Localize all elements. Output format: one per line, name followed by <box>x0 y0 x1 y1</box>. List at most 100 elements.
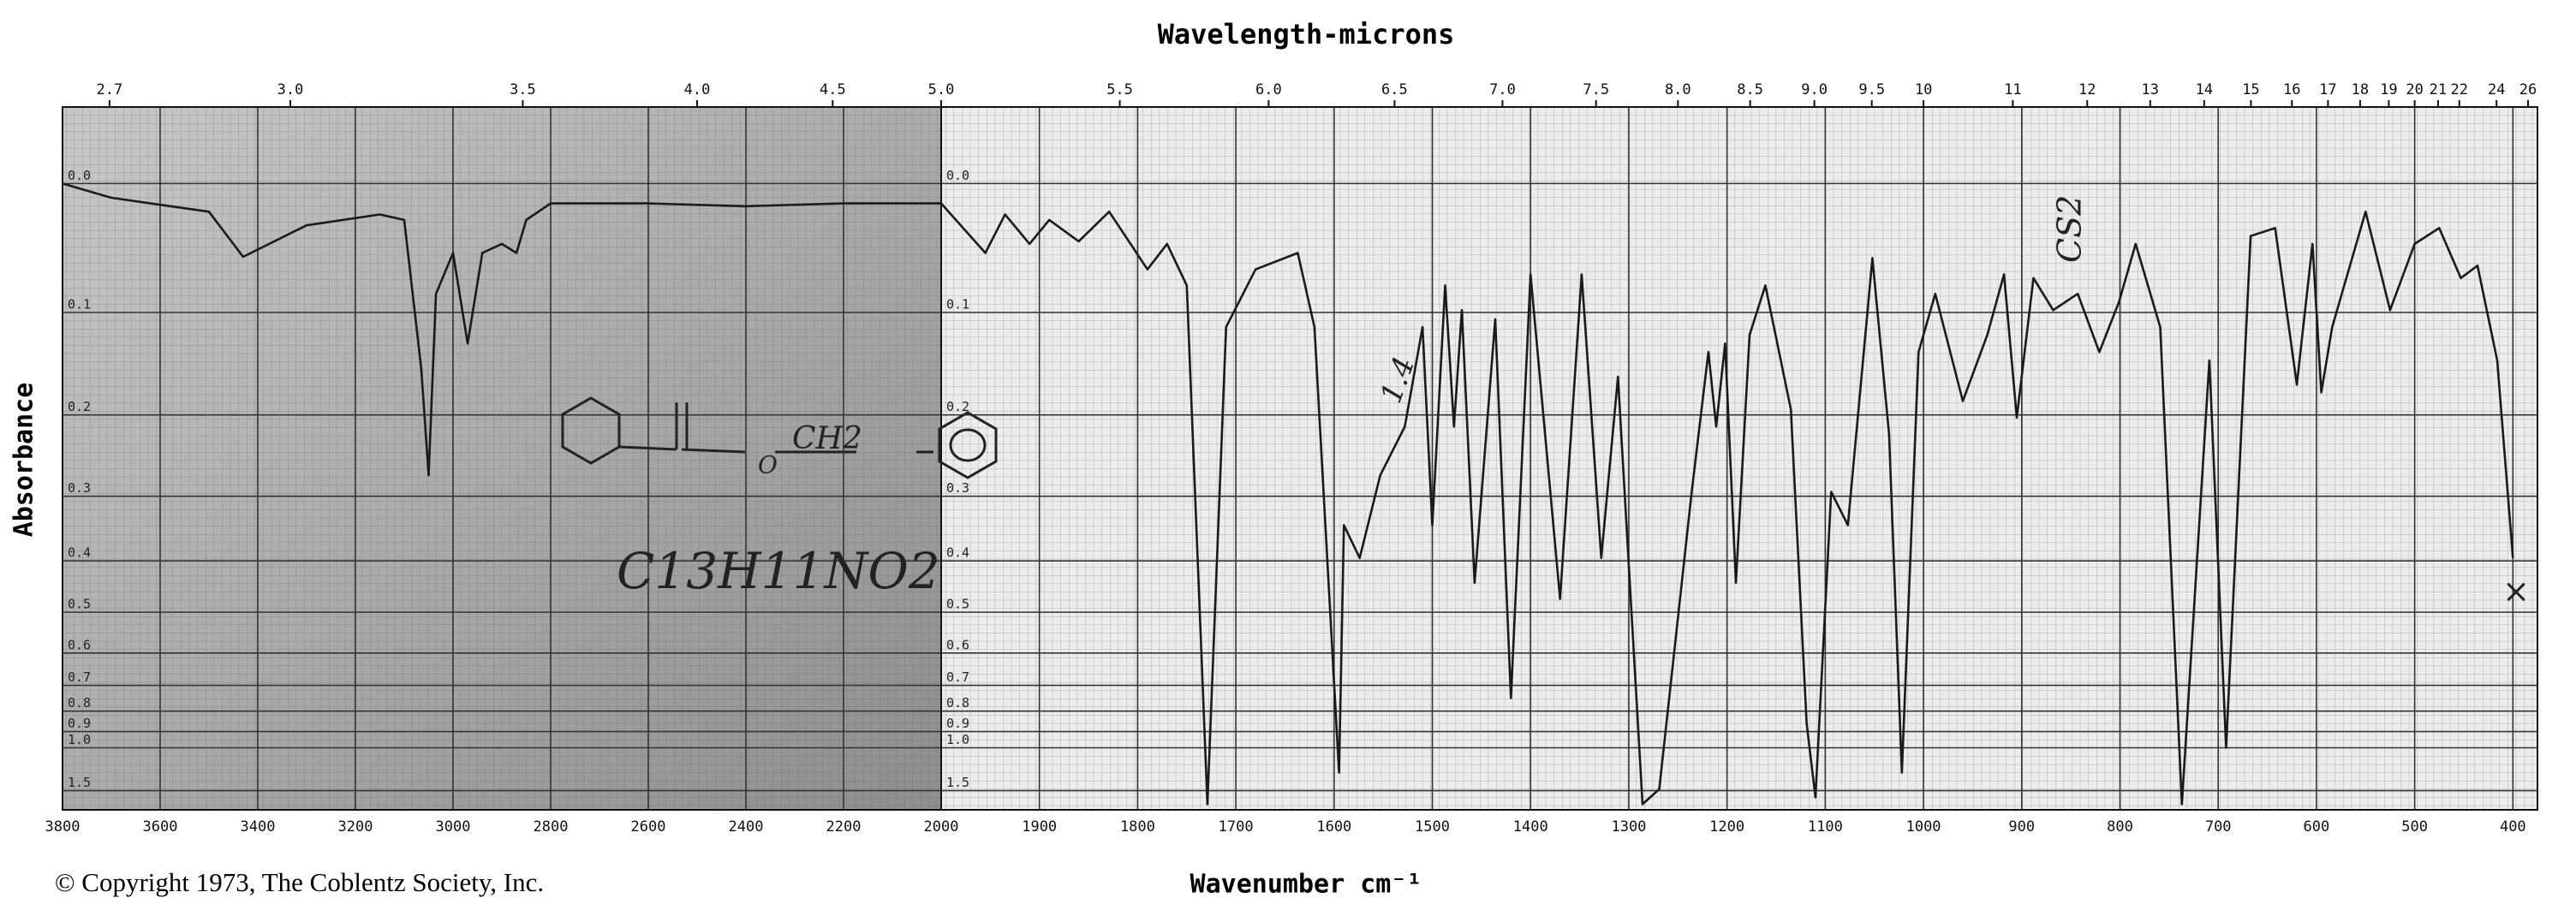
y-tick-label: 0.0 <box>68 168 91 183</box>
x-tick-label: 2200 <box>826 818 862 836</box>
top-tick-label: 10 <box>1915 81 1932 98</box>
top-tick-label: 5.5 <box>1106 81 1133 98</box>
y-tick-label: 0.6 <box>946 637 969 652</box>
y-tick-label: 0.9 <box>946 716 969 731</box>
x-axis-title: Wavenumber cm⁻¹ <box>1190 870 1422 900</box>
top-tick-label: 11 <box>2004 81 2021 98</box>
top-tick-label: 6.0 <box>1255 81 1282 98</box>
y-tick-label: 0.0 <box>946 168 969 183</box>
x-tick-label: 800 <box>2107 818 2133 836</box>
top-tick-label: 3.5 <box>510 81 536 98</box>
top-tick-label: 9.0 <box>1801 81 1828 98</box>
top-tick-label: 4.5 <box>820 81 846 98</box>
x-tick-label: 1600 <box>1316 818 1351 836</box>
top-tick-label: 5.0 <box>928 81 955 98</box>
top-tick-label: 14 <box>2196 81 2213 98</box>
y-tick-label: 0.9 <box>68 716 91 731</box>
panels: 0.00.10.20.30.40.50.60.70.80.91.01.53800… <box>45 81 2538 836</box>
x-tick-label: 2800 <box>534 818 569 836</box>
top-tick-label: 12 <box>2078 81 2096 98</box>
annotation: O <box>758 451 778 479</box>
x-tick-label: 1000 <box>1906 818 1941 836</box>
y-tick-label: 1.0 <box>68 732 91 747</box>
x-tick-label: 1100 <box>1808 818 1843 836</box>
x-tick-label: 3800 <box>45 818 80 836</box>
top-tick-label: 2.7 <box>97 81 123 98</box>
y-axis-title: Absorbance <box>9 383 39 538</box>
annotation: CS2 <box>2051 195 2089 263</box>
y-tick-label: 0.1 <box>946 296 969 312</box>
top-tick-label: 8.5 <box>1737 81 1763 98</box>
x-tick-label: 1800 <box>1120 818 1155 836</box>
y-tick-label: 0.4 <box>68 545 91 561</box>
benzene-ring <box>938 411 998 479</box>
x-tick-label: 1400 <box>1513 818 1548 836</box>
x-tick-label: 1700 <box>1219 818 1254 836</box>
y-tick-label: 0.7 <box>946 669 969 685</box>
y-tick-label: 0.5 <box>68 597 91 612</box>
x-tick-label: 2000 <box>924 818 959 836</box>
top-tick-label: 8.0 <box>1665 81 1691 98</box>
bonds <box>618 402 933 454</box>
top-tick-label: 7.0 <box>1489 81 1516 98</box>
top-tick-label: 17 <box>2319 81 2336 98</box>
copyright: © Copyright 1973, The Coblentz Society, … <box>55 867 544 897</box>
top-tick-label: 19 <box>2380 81 2397 98</box>
plot-border <box>940 106 2538 811</box>
y-tick-label: 0.8 <box>946 695 969 711</box>
top-tick-label: 6.5 <box>1381 81 1408 98</box>
spectrum-line <box>62 182 941 477</box>
y-tick-label: 0.8 <box>68 695 91 711</box>
y-tick-label: 1.0 <box>946 732 969 747</box>
x-tick-label: 3000 <box>436 818 471 836</box>
top-tick-label: 22 <box>2451 81 2468 98</box>
x-tick-label: 700 <box>2205 818 2232 836</box>
annotation: CH2 <box>792 421 862 456</box>
x-tick-label: 3400 <box>241 818 276 836</box>
x-tick-label: 1300 <box>1611 818 1646 836</box>
minor-grid <box>941 107 2537 810</box>
y-tick-label: 0.5 <box>946 597 969 612</box>
x-tick-label: 900 <box>2008 818 2035 836</box>
y-tick-label: 0.6 <box>68 637 91 652</box>
x-tick-label: 600 <box>2304 818 2330 836</box>
top-tick-label: 21 <box>2430 81 2447 98</box>
top-tick-label: 4.0 <box>684 81 711 98</box>
x-tick-label: 1900 <box>1022 818 1057 836</box>
panel: 0.0 0.1 0.2 0.3 0.4 0.5 0.6 0.7 0.8 0.91.0 1.5 1900… <box>940 81 2538 836</box>
y-tick-label: 1.5 <box>68 775 91 790</box>
y-tick-label: 0.2 <box>946 399 969 414</box>
y-tick-label: 0.3 <box>68 480 91 496</box>
annotation: × <box>2502 573 2530 610</box>
panel: 0.0 0.1 0.2 0.3 0.4 0.5 0.6 0.7 0.8 0.91.0 1.5 3800… <box>45 81 959 836</box>
x-tick-label: 1200 <box>1709 818 1744 836</box>
y-tick-label: 0.7 <box>68 669 91 685</box>
top-axis-title: Wavelength-microns <box>1158 18 1455 51</box>
x-tick-label: 2600 <box>631 818 666 836</box>
top-tick-label: 7.5 <box>1583 81 1609 98</box>
x-tick-label: 1500 <box>1415 818 1450 836</box>
y-tick-label: 0.1 <box>68 296 91 312</box>
structure-drawing <box>561 396 998 479</box>
x-tick-label: 2400 <box>729 818 764 836</box>
x-tick-label: 400 <box>2500 818 2526 836</box>
top-tick-label: 26 <box>2519 81 2537 98</box>
y-tick-label: 1.5 <box>946 775 969 790</box>
minor-grid <box>63 107 941 810</box>
top-tick-label: 24 <box>2488 81 2505 98</box>
top-tick-label: 16 <box>2283 81 2300 98</box>
y-tick-label: 0.2 <box>68 399 91 414</box>
top-tick-label: 18 <box>2352 81 2369 98</box>
top-tick-label: 15 <box>2242 81 2259 98</box>
spectrum-line <box>940 202 2514 806</box>
x-tick-label: 3600 <box>143 818 178 836</box>
annotation: C13H11NO2 <box>617 542 940 600</box>
top-tick-label: 9.5 <box>1858 81 1885 98</box>
aromatic-circle <box>949 428 987 462</box>
top-tick-label: 3.0 <box>277 81 304 98</box>
x-tick-label: 3200 <box>338 818 373 836</box>
y-tick-label: 0.4 <box>946 545 969 561</box>
top-tick-label: 20 <box>2406 81 2423 98</box>
